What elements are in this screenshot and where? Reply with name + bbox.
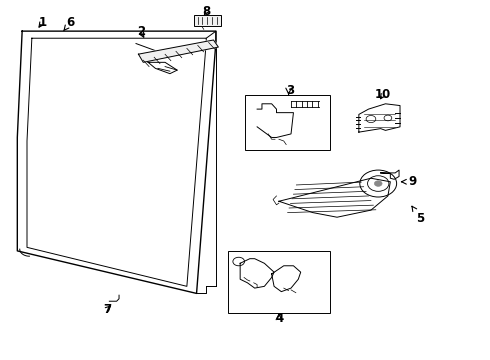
Circle shape	[374, 181, 382, 186]
Text: 10: 10	[375, 89, 391, 102]
Text: 3: 3	[286, 84, 294, 97]
Text: 7: 7	[103, 303, 111, 316]
Text: 4: 4	[276, 312, 284, 325]
Bar	[228, 251, 330, 313]
Text: 9: 9	[402, 175, 416, 188]
Bar	[245, 95, 330, 150]
Text: 2: 2	[137, 25, 145, 39]
Text: 1: 1	[38, 16, 47, 29]
Text: 6: 6	[64, 16, 74, 31]
Bar	[194, 15, 221, 26]
Text: 5: 5	[412, 206, 424, 225]
Polygon shape	[138, 40, 219, 62]
Text: 8: 8	[202, 5, 210, 18]
